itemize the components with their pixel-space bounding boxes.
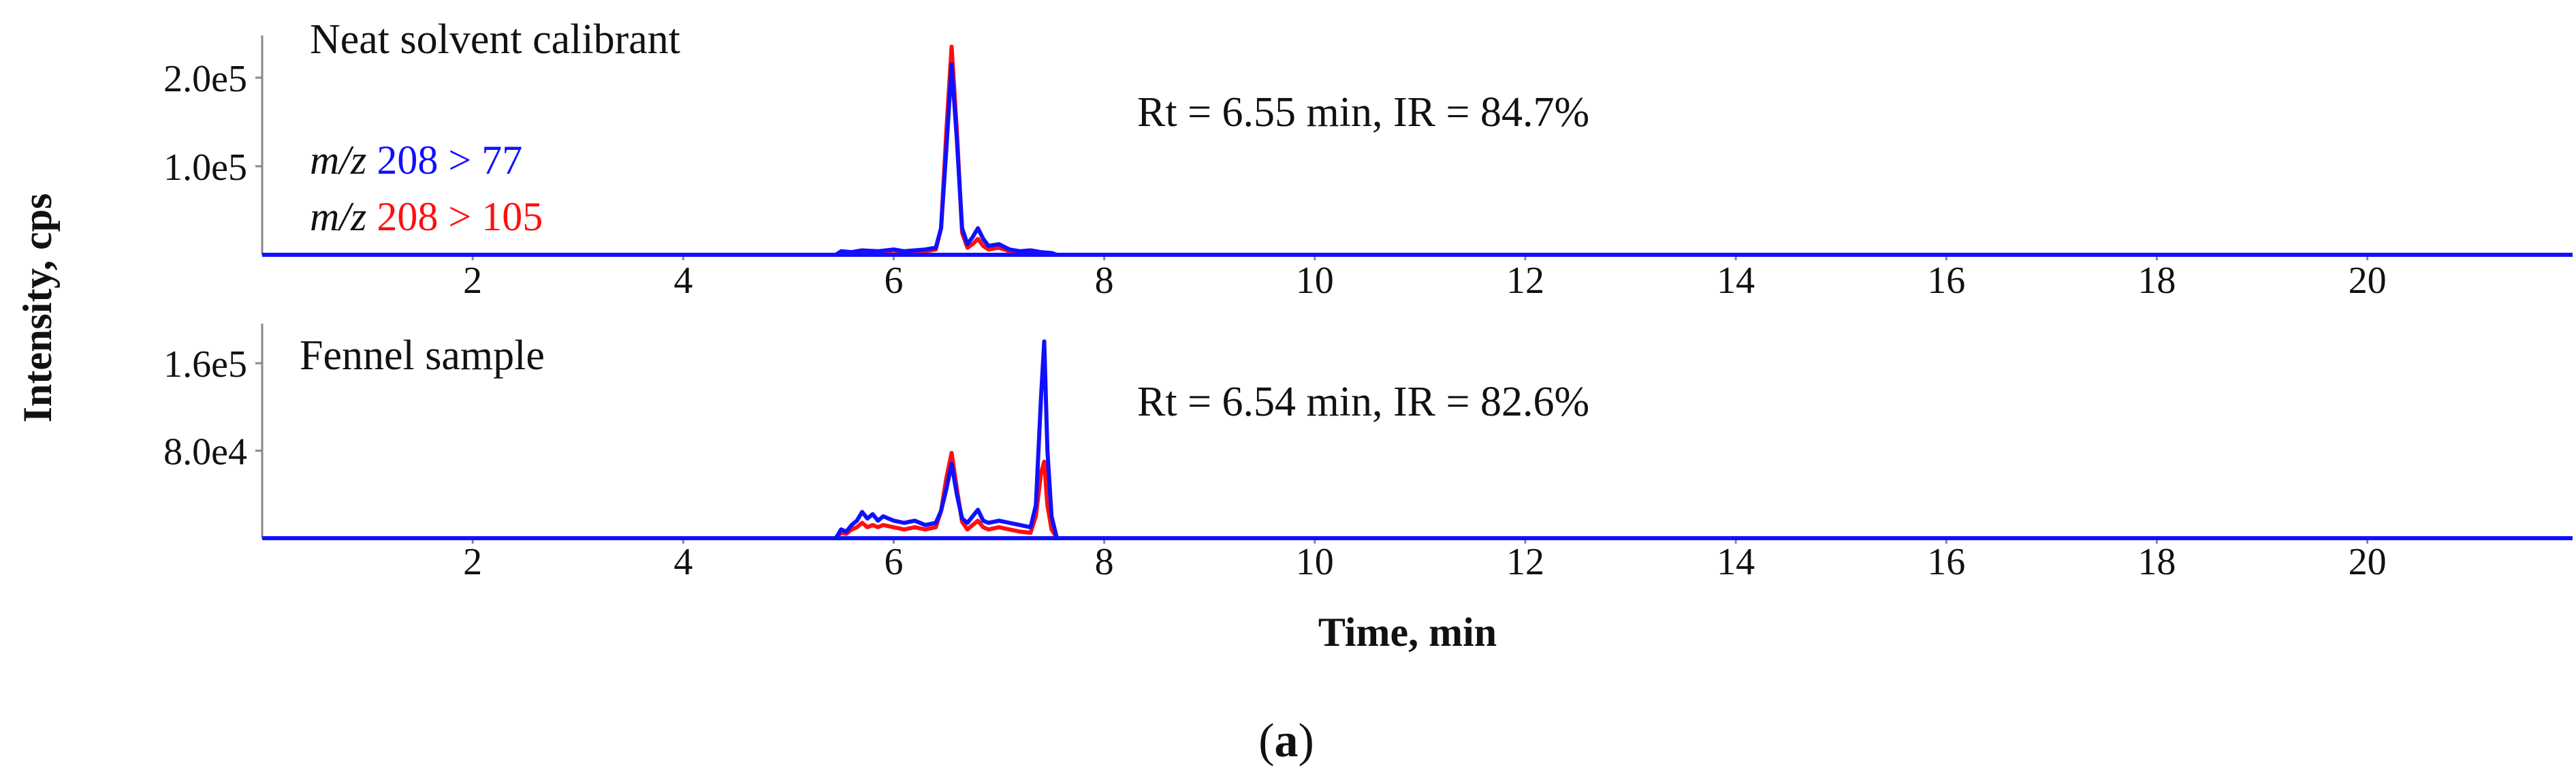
x-tick-label: 6 <box>884 260 903 302</box>
x-tick-label: 16 <box>1927 260 1965 302</box>
x-axis-label: Time, min <box>1318 610 1497 655</box>
legend-transition: 208 > 105 <box>377 194 543 239</box>
y-axis-label: Intensity, cps <box>15 193 60 423</box>
x-tick-label: 16 <box>1927 541 1965 583</box>
x-tick-label: 20 <box>2349 260 2387 302</box>
x-tick-label: 18 <box>2137 260 2176 302</box>
x-tick-label: 10 <box>1296 260 1334 302</box>
panel-annotation: Rt = 6.54 min, IR = 82.6% <box>1137 379 1589 425</box>
y-tick-label: 2.0e5 <box>163 58 247 100</box>
x-tick-label: 2 <box>463 541 482 583</box>
panel-neat-solvent: 1.0e5 2.0e5 2 4 6 8 10 12 14 16 18 20 Neat solvent c… <box>163 16 2573 302</box>
x-tick-label: 14 <box>1717 260 1755 302</box>
x-tick-label: 20 <box>2349 541 2387 583</box>
series-line-208-77 <box>262 62 2573 257</box>
series-line-208-77 <box>262 339 2573 540</box>
legend-entry: m/z 208 > 105 <box>310 194 543 239</box>
y-tick-label: 1.6e5 <box>163 343 247 386</box>
panel-title: Fennel sample <box>300 332 545 379</box>
series-line-208-105 <box>262 44 2573 257</box>
x-tick-label: 4 <box>673 260 693 302</box>
legend-transition: 208 > 77 <box>377 138 522 183</box>
legend-prefix: m/z <box>310 194 377 239</box>
x-tick-label: 2 <box>463 260 482 302</box>
x-tick-label: 18 <box>2137 541 2176 583</box>
x-tick-label: 6 <box>884 541 903 583</box>
y-tick-label: 1.0e5 <box>163 146 247 189</box>
panel-title: Neat solvent calibrant <box>310 16 680 63</box>
caption-close-paren: ) <box>1299 715 1314 767</box>
series-line-208-105 <box>262 450 2573 540</box>
x-tick-label: 4 <box>673 541 693 583</box>
x-tick-label: 14 <box>1717 541 1755 583</box>
x-tick-label: 8 <box>1095 541 1114 583</box>
x-tick-label: 10 <box>1296 541 1334 583</box>
panel-annotation: Rt = 6.55 min, IR = 84.7% <box>1137 89 1589 136</box>
legend-prefix: m/z <box>310 138 377 183</box>
panel-fennel-sample: 8.0e4 1.6e5 2 4 6 8 10 12 14 16 18 20 Fennel sample R… <box>163 324 2573 583</box>
x-tick-label: 12 <box>1506 260 1544 302</box>
legend-entry: m/z 208 > 77 <box>310 138 522 183</box>
y-tick-label: 8.0e4 <box>163 431 247 473</box>
caption-open-paren: ( <box>1258 715 1274 767</box>
caption-letter: a <box>1275 715 1299 767</box>
figure-caption: (a) <box>1258 715 1314 767</box>
x-tick-label: 12 <box>1506 541 1544 583</box>
x-tick-label: 8 <box>1095 260 1114 302</box>
